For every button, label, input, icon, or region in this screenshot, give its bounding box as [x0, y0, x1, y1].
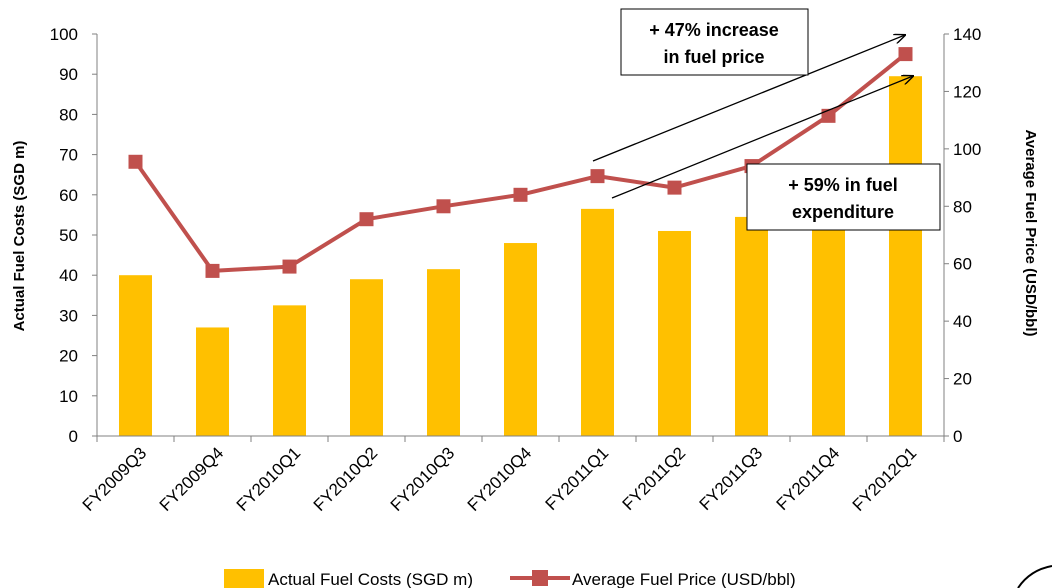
left-tick-label: 40 — [59, 266, 78, 285]
x-tick-label-FY2009Q4: FY2009Q4 — [156, 443, 228, 515]
x-tick-label-FY2010Q1: FY2010Q1 — [233, 443, 305, 515]
arrow-fuel-expenditure — [611, 76, 913, 199]
left-tick-label: 20 — [59, 347, 78, 366]
legend-line-label: Average Fuel Price (USD/bbl) — [572, 570, 796, 588]
right-tick-label: 140 — [953, 25, 981, 44]
x-tick-label-FY2010Q2: FY2010Q2 — [310, 443, 382, 515]
x-tick-label-FY2011Q3: FY2011Q3 — [696, 443, 767, 514]
right-tick-label: 80 — [953, 197, 972, 216]
point-FY2012Q1 — [898, 47, 913, 62]
bar-FY2011Q1 — [581, 208, 614, 436]
x-tick-label-FY2010Q4: FY2010Q4 — [464, 443, 536, 515]
left-tick-label: 70 — [59, 146, 78, 165]
line-series — [128, 47, 913, 278]
legend-line-marker — [532, 570, 548, 586]
x-tick-label-FY2011Q2: FY2011Q2 — [619, 443, 690, 514]
x-axis-ticks: FY2009Q3 FY2009Q4 FY2010Q1 FY2010Q2 FY2010Q3… — [79, 436, 945, 515]
logo-fragment — [1017, 565, 1052, 588]
bar-FY2009Q4 — [196, 327, 229, 436]
point-FY2010Q3 — [436, 199, 451, 214]
callout-fuel-expenditure: + 59% in fuel expenditure — [746, 163, 941, 231]
bar-FY2010Q1 — [273, 305, 306, 436]
fuel-price-line — [133, 52, 907, 273]
bar-FY2010Q3 — [427, 269, 460, 436]
left-tick-label: 0 — [69, 427, 78, 446]
callout-fuel-price-line2: in fuel price — [663, 47, 764, 67]
x-tick-label-FY2011Q4: FY2011Q4 — [773, 443, 844, 514]
x-tick-label-FY2011Q1: FY2011Q1 — [542, 443, 613, 514]
right-axis-ticks: 0 20 40 60 80 100 120 140 — [944, 25, 981, 446]
legend: Actual Fuel Costs (SGD m) Average Fuel P… — [224, 569, 796, 588]
x-tick-label-FY2010Q3: FY2010Q3 — [387, 443, 459, 515]
callout-fuel-expenditure-line2: expenditure — [792, 202, 894, 222]
point-FY2010Q4 — [513, 187, 528, 202]
legend-bar-swatch — [224, 569, 264, 588]
point-FY2010Q1 — [282, 259, 297, 274]
callout-fuel-price: + 47% increase in fuel price — [620, 8, 809, 76]
bar-FY2012Q1 — [889, 76, 922, 437]
left-axis-title: Actual Fuel Costs (SGD m) — [11, 141, 28, 332]
bar-FY2010Q2 — [350, 279, 383, 436]
bar-FY2011Q3 — [735, 216, 768, 436]
left-tick-label: 80 — [59, 105, 78, 124]
point-FY2009Q3 — [128, 154, 143, 169]
point-FY2009Q4 — [205, 263, 220, 278]
bar-series — [119, 76, 922, 437]
left-axis-ticks: 0 10 20 30 40 50 60 70 80 90 100 — [50, 25, 97, 446]
right-axis-title: Average Fuel Price (USD/bbl) — [1022, 130, 1039, 337]
left-tick-label: 50 — [59, 226, 78, 245]
right-tick-label: 60 — [953, 255, 972, 274]
bar-FY2011Q2 — [658, 230, 691, 436]
point-FY2010Q2 — [359, 212, 374, 227]
bar-FY2010Q4 — [504, 243, 537, 436]
left-tick-label: 10 — [59, 387, 78, 406]
point-FY2011Q1 — [590, 169, 605, 184]
legend-bar-label: Actual Fuel Costs (SGD m) — [268, 570, 473, 588]
left-tick-label: 60 — [59, 186, 78, 205]
right-tick-label: 40 — [953, 312, 972, 331]
bar-FY2009Q3 — [119, 275, 152, 436]
callout-fuel-price-line1: + 47% increase — [649, 20, 779, 40]
left-tick-label: 100 — [50, 25, 78, 44]
point-FY2011Q2 — [667, 180, 682, 195]
arrow-fuel-price — [592, 35, 905, 162]
right-tick-label: 100 — [953, 140, 981, 159]
left-tick-label: 90 — [59, 65, 78, 84]
right-tick-label: 20 — [953, 370, 972, 389]
left-tick-label: 30 — [59, 306, 78, 325]
x-tick-label-FY2012Q1: FY2012Q1 — [849, 443, 921, 515]
right-tick-label: 0 — [953, 427, 962, 446]
callout-fuel-expenditure-line1: + 59% in fuel — [788, 175, 898, 195]
x-tick-label-FY2009Q3: FY2009Q3 — [79, 443, 151, 515]
right-tick-label: 120 — [953, 82, 981, 101]
